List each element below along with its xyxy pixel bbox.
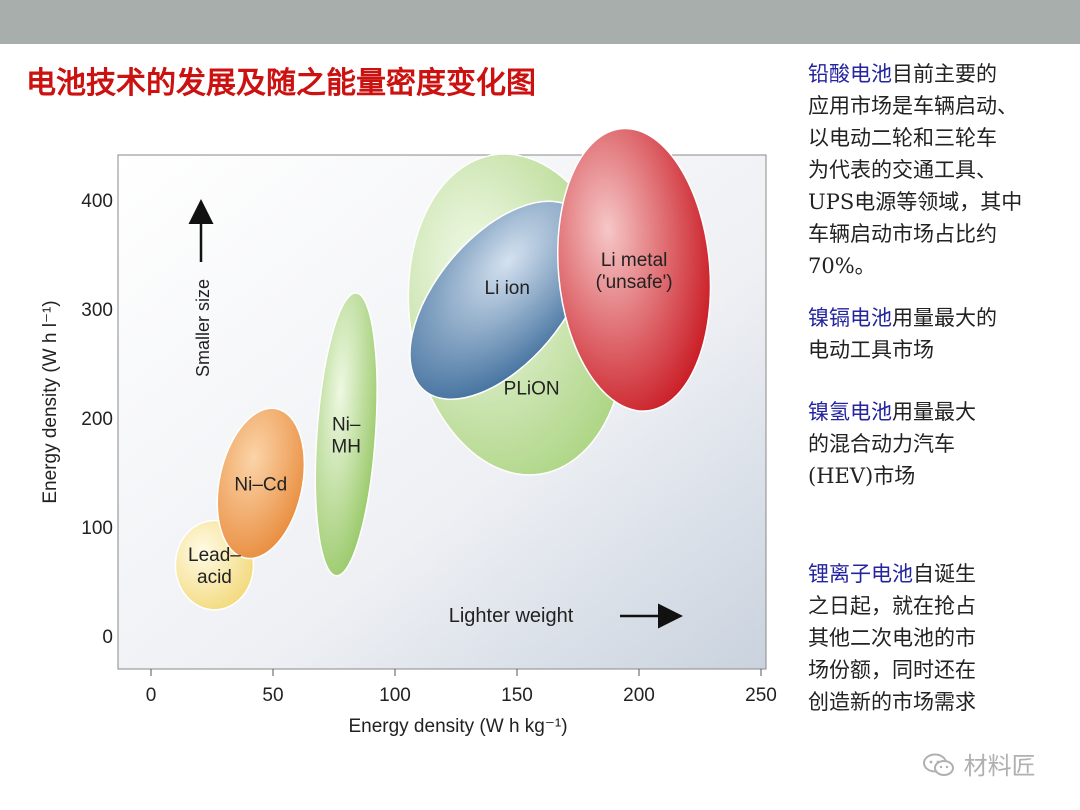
y-tick-label: 0 <box>102 627 113 648</box>
arrow-up-label: Smaller size <box>193 279 213 377</box>
note-ni-mh: 镍氢电池用量最大 的混合动力汽车 (HEV)市场 <box>808 396 976 492</box>
region-label: Ni–Cd <box>234 474 287 495</box>
region-ni-cd <box>216 407 306 560</box>
note-line: 应用市场是车辆启动、 <box>808 94 1018 118</box>
y-tick-label: 100 <box>81 518 113 539</box>
note-highlight: 铅酸电池 <box>808 62 892 86</box>
note-line: 以电动二轮和三轮车 <box>808 126 997 150</box>
note-highlight: 镍镉电池 <box>808 306 892 330</box>
region-li-metal <box>557 127 712 412</box>
region-label: ('unsafe') <box>596 272 673 293</box>
region-label: PLiON <box>504 378 560 399</box>
y-tick-label: 400 <box>81 191 113 212</box>
note-line: 电动工具市场 <box>808 338 934 362</box>
note-line: 之日起，就在抢占 <box>808 594 976 618</box>
note-lead-acid: 铅酸电池目前主要的 应用市场是车辆启动、 以电动二轮和三轮车 为代表的交通工具、… <box>808 58 1022 282</box>
note-highlight: 锂离子电池 <box>808 562 913 586</box>
slide-title: 电池技术的发展及随之能量密度变化图 <box>26 66 536 101</box>
note-line: 70%。 <box>808 254 876 278</box>
note-line: 用量最大的 <box>892 306 997 330</box>
note-line: 车辆启动市场占比约 <box>808 222 997 246</box>
y-tick-label: 200 <box>81 409 113 430</box>
note-line: UPS电源等领域，其中 <box>808 190 1023 214</box>
x-tick-label: 150 <box>501 685 533 706</box>
x-tick-label: 100 <box>379 685 411 706</box>
arrow-right-label: Lighter weight <box>449 605 574 627</box>
y-tick-label: 300 <box>81 300 113 321</box>
note-line: 用量最大 <box>892 400 976 424</box>
watermark-text: 材料匠 <box>963 752 1036 780</box>
region-label: Ni– <box>332 414 361 435</box>
note-li-ion: 锂离子电池自诞生 之日起，就在抢占 其他二次电池的市 场份额，同时还在 创造新的… <box>808 558 976 718</box>
x-axis-label: Energy density (W h kg⁻¹) <box>348 716 567 737</box>
note-line: 创造新的市场需求 <box>808 690 976 714</box>
x-tick-label: 200 <box>623 685 655 706</box>
x-tick-label: 0 <box>146 685 157 706</box>
region-label: Li metal <box>601 250 668 271</box>
note-line: 场份额，同时还在 <box>808 658 976 682</box>
x-tick-label: 50 <box>262 685 283 706</box>
note-line: 自诞生 <box>913 562 976 586</box>
watermark: 材料匠 <box>922 746 1036 781</box>
note-highlight: 镍氢电池 <box>808 400 892 424</box>
note-line: 目前主要的 <box>892 62 997 86</box>
note-line: (HEV)市场 <box>808 464 916 488</box>
region-label: acid <box>197 567 232 588</box>
note-line: 的混合动力汽车 <box>808 432 955 456</box>
region-ni-mh <box>314 292 378 577</box>
region-label: MH <box>331 436 361 457</box>
region-label: Lead– <box>188 545 241 566</box>
top-bar <box>0 0 1080 44</box>
note-ni-cd: 镍镉电池用量最大的 电动工具市场 <box>808 302 997 366</box>
region-label: Li ion <box>485 278 530 299</box>
wechat-icon <box>923 753 954 776</box>
y-axis-label: Energy density (W h l⁻¹) <box>40 300 61 503</box>
x-tick-label: 250 <box>745 685 777 706</box>
note-line: 其他二次电池的市 <box>808 626 976 650</box>
note-line: 为代表的交通工具、 <box>808 158 997 182</box>
